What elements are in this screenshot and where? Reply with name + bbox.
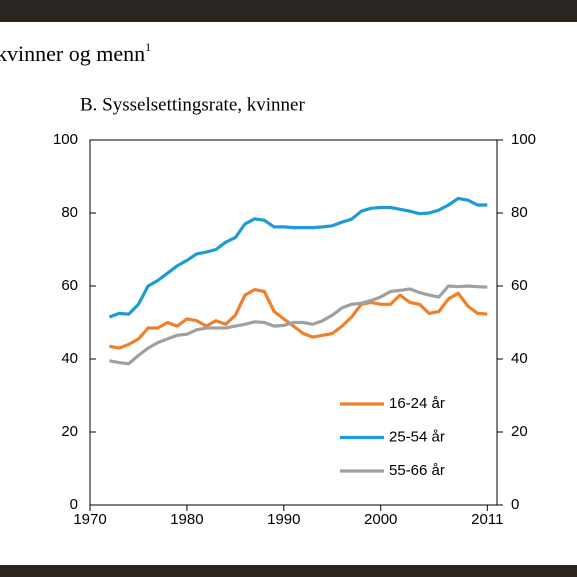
- y-tick-label: 40: [61, 350, 78, 367]
- y2-tick-label: 20: [511, 423, 528, 440]
- x-tick-label: 1970: [73, 511, 106, 528]
- x-tick-label: 2011: [471, 511, 503, 528]
- legend-label: 16-24 år: [389, 395, 445, 412]
- y-tick-label: 80: [61, 204, 78, 221]
- y2-tick-label: 80: [511, 204, 528, 221]
- heading-text: kvinner og menn: [0, 41, 145, 66]
- y-tick-label: 60: [61, 277, 78, 294]
- x-tick-label: 1990: [267, 511, 300, 528]
- page-heading: kvinner og menn1: [0, 40, 151, 66]
- legend-label: 55-66 år: [389, 462, 445, 479]
- chart-title: B. Sysselsettingsrate, kvinner: [80, 94, 305, 115]
- x-tick-label: 2000: [364, 511, 397, 528]
- legend-label: 25-54 år: [389, 428, 445, 445]
- y2-tick-label: 0: [511, 496, 519, 513]
- y-tick-label: 100: [53, 131, 78, 148]
- x-tick-label: 1980: [170, 511, 203, 528]
- chart: kvinner og menn1 B. Sysselsettingsrate, …: [0, 0, 577, 577]
- y-tick-label: 20: [61, 423, 78, 440]
- y2-tick-label: 60: [511, 277, 528, 294]
- photo-band-top: [0, 0, 577, 22]
- background: [0, 0, 577, 577]
- y2-tick-label: 40: [511, 350, 528, 367]
- heading-note: 1: [145, 40, 151, 54]
- photo-band-bottom: [0, 565, 577, 577]
- y2-tick-label: 100: [511, 131, 536, 148]
